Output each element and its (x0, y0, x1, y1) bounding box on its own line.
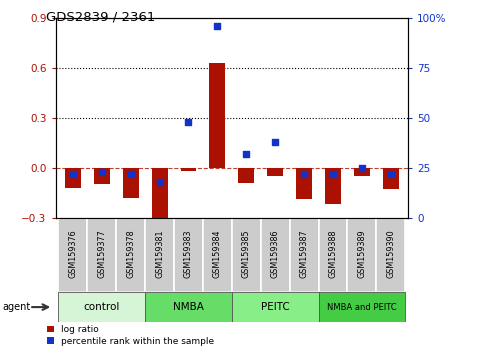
Text: GSM159377: GSM159377 (97, 229, 106, 278)
Text: GSM159385: GSM159385 (242, 229, 251, 278)
Point (358, 165, 366, 171)
Bar (116, 218, 145, 292)
Legend: log ratio, percentile rank within the sample: log ratio, percentile rank within the sa… (43, 321, 218, 349)
Point (271, 139, 279, 144)
Bar (123, 168, 139, 198)
Text: GSM159381: GSM159381 (155, 229, 164, 278)
Text: control: control (84, 302, 120, 312)
Point (185, 119, 192, 125)
Point (387, 171, 395, 177)
Text: GDS2839 / 2361: GDS2839 / 2361 (46, 11, 155, 24)
Text: GSM159383: GSM159383 (184, 229, 193, 278)
Bar (58, 292, 145, 322)
Bar (210, 63, 226, 168)
Bar (232, 292, 319, 322)
Bar (203, 218, 232, 292)
Text: GSM159376: GSM159376 (69, 229, 77, 278)
Point (300, 171, 308, 177)
Text: PEITC: PEITC (261, 302, 290, 312)
Text: NMBA and PEITC: NMBA and PEITC (327, 303, 397, 312)
Point (156, 179, 163, 184)
Bar (145, 218, 174, 292)
Text: GSM159389: GSM159389 (357, 229, 367, 278)
Bar (58, 218, 87, 292)
Point (98, 169, 106, 175)
Bar (152, 168, 168, 221)
Bar (232, 218, 261, 292)
Bar (319, 218, 347, 292)
Bar (319, 292, 405, 322)
Point (127, 171, 135, 177)
Text: GSM159386: GSM159386 (270, 229, 280, 278)
Bar (383, 168, 399, 189)
Bar (354, 168, 370, 176)
Bar (376, 218, 405, 292)
Bar (87, 218, 116, 292)
Bar (347, 218, 376, 292)
Bar (325, 168, 341, 204)
Text: GSM159384: GSM159384 (213, 229, 222, 278)
Bar (181, 168, 197, 171)
Text: GSM159378: GSM159378 (126, 229, 135, 278)
Text: GSM159390: GSM159390 (386, 229, 395, 278)
Bar (267, 168, 283, 176)
Point (329, 171, 337, 177)
Text: agent: agent (2, 302, 30, 312)
Text: GSM159388: GSM159388 (328, 229, 338, 278)
Bar (238, 168, 254, 183)
Point (213, 23, 221, 29)
Bar (94, 168, 110, 184)
Bar (290, 218, 319, 292)
Bar (296, 168, 312, 199)
Point (69, 171, 77, 177)
Bar (174, 218, 203, 292)
Text: NMBA: NMBA (173, 302, 204, 312)
Bar (145, 292, 232, 322)
Bar (65, 168, 81, 188)
Bar (261, 218, 290, 292)
Point (242, 151, 250, 156)
Text: GSM159387: GSM159387 (299, 229, 309, 278)
